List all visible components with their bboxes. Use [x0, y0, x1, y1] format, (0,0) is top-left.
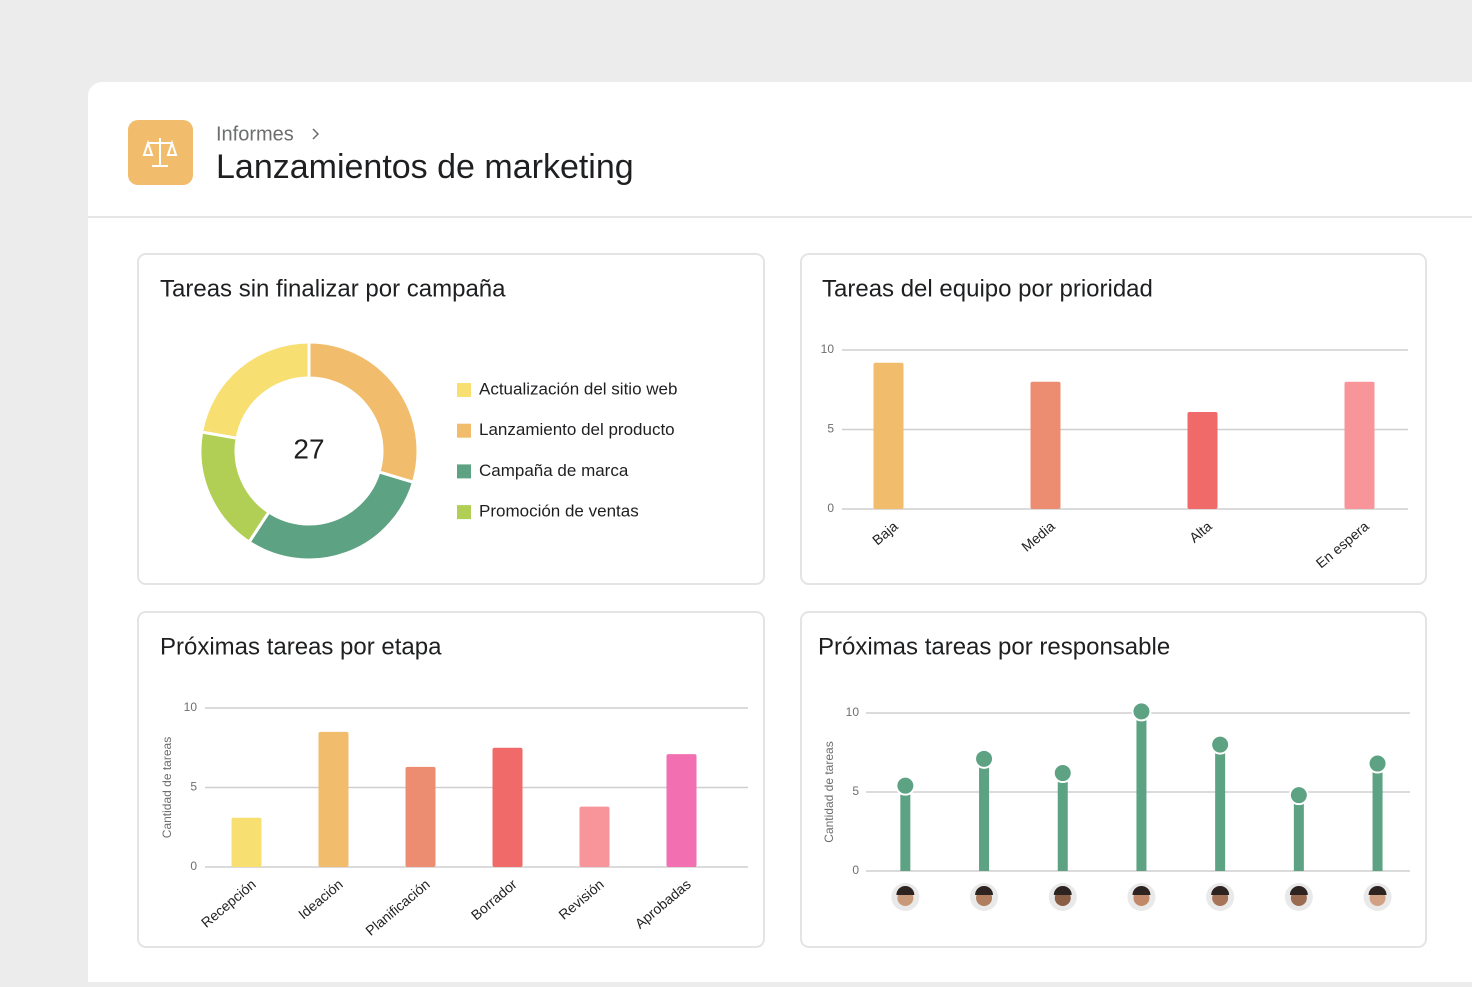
- lollipop-dot: [1367, 753, 1388, 774]
- page-title: Lanzamientos de marketing: [216, 148, 634, 186]
- lollipop-stem: [1372, 763, 1383, 871]
- avatar-hair: [1053, 886, 1072, 895]
- lollipop-dot: [974, 748, 995, 769]
- y-tick-label: 10: [184, 700, 198, 714]
- lollipop-dot: [1131, 701, 1152, 722]
- scale-glyph: [142, 138, 178, 167]
- card-title: Tareas del equipo por prioridad: [822, 275, 1153, 302]
- donut-segment: [198, 430, 271, 545]
- legend-label: Lanzamiento del producto: [479, 420, 675, 439]
- card: [137, 253, 765, 585]
- bar: [873, 362, 904, 509]
- bar: [318, 731, 349, 867]
- bar: [405, 766, 436, 867]
- breadcrumb-chevron: [312, 128, 320, 140]
- legend-swatch: [457, 423, 471, 438]
- y-tick-label: 0: [190, 859, 197, 873]
- bar: [231, 817, 262, 867]
- legend-swatch: [457, 464, 471, 479]
- y-tick-label: 0: [827, 501, 834, 515]
- y-tick-label: 0: [852, 863, 859, 877]
- lollipop-stem: [1215, 744, 1226, 871]
- y-axis-label: Cantidad de tareas: [822, 741, 836, 842]
- avatar-hair: [975, 886, 994, 895]
- y-tick-label: 5: [852, 784, 859, 798]
- card-title: Próximas tareas por etapa: [160, 633, 442, 660]
- lollipop-stem: [1136, 711, 1147, 871]
- lollipop-stem: [1293, 795, 1304, 871]
- legend-swatch: [457, 505, 471, 520]
- bar: [1344, 381, 1375, 509]
- bar: [579, 806, 610, 867]
- y-tick-label: 5: [190, 780, 197, 794]
- card-title: Próximas tareas por responsable: [818, 633, 1170, 660]
- y-tick-label: 10: [821, 342, 835, 356]
- lollipop-dot: [1052, 763, 1073, 784]
- avatar-hair: [1132, 886, 1151, 895]
- bar: [1187, 412, 1218, 509]
- lollipop-stem: [979, 758, 990, 871]
- breadcrumb[interactable]: Informes: [216, 123, 294, 145]
- bar: [492, 747, 523, 867]
- legend-label: Promoción de ventas: [479, 502, 639, 521]
- lollipop-dot: [895, 775, 916, 796]
- card-title: Tareas sin finalizar por campaña: [160, 275, 506, 302]
- y-tick-label: 10: [846, 705, 860, 719]
- legend-swatch: [457, 383, 471, 397]
- legend-label: Campaña de marca: [479, 461, 629, 480]
- lollipop-dot: [1210, 734, 1231, 755]
- lollipop-dot: [1288, 785, 1309, 806]
- lollipop-stem: [900, 785, 911, 871]
- avatar-hair: [896, 886, 915, 895]
- y-tick-label: 5: [827, 422, 834, 436]
- avatar-hair: [1211, 886, 1230, 895]
- avatar-hair: [1368, 886, 1387, 895]
- y-axis-label: Cantidad de tareas: [160, 737, 174, 838]
- legend-label: Actualización del sitio web: [479, 379, 677, 398]
- avatar-hair: [1289, 886, 1308, 895]
- bar: [666, 754, 697, 867]
- card: [800, 253, 1427, 585]
- lollipop-stem: [1057, 773, 1068, 871]
- donut-total: 27: [293, 433, 324, 464]
- card: [800, 611, 1427, 948]
- bar: [1030, 381, 1061, 509]
